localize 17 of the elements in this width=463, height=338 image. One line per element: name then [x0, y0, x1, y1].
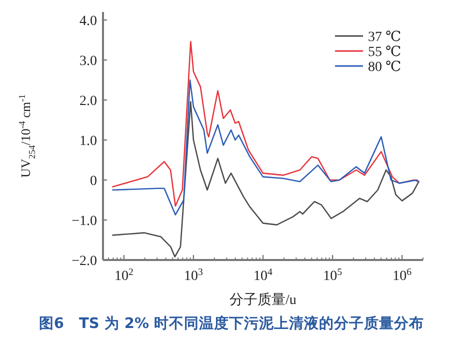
y-tick-label: −2.0 [72, 254, 97, 269]
y-tick-label: 2.0 [80, 94, 97, 109]
x-tick-label: 10$^{6}$ [392, 266, 412, 284]
y-tick-label: −1.0 [72, 214, 97, 229]
y-tick-label: 0 [90, 174, 97, 189]
legend-label: 37 ℃ [368, 30, 402, 45]
x-tick-label: 10$^{3}$ [184, 266, 204, 284]
y-tick-label: 3.0 [80, 54, 97, 69]
x-tick-label: 10$^{2}$ [114, 266, 134, 284]
y-tick-label: 4.0 [80, 14, 97, 29]
legend-label: 80 ℃ [368, 60, 402, 75]
x-tick-label: 10$^{5}$ [323, 266, 342, 284]
text: 图6 TS 为 2% 时不同温度下污泥上清液的分子质量分布 [38, 314, 424, 332]
x-tick-label: 10$^{4}$ [254, 266, 273, 284]
legend-label: 55 ℃ [368, 45, 402, 60]
y-tick-label: 1.0 [80, 134, 97, 149]
x-axis-title: 分子质量/u [230, 292, 296, 308]
